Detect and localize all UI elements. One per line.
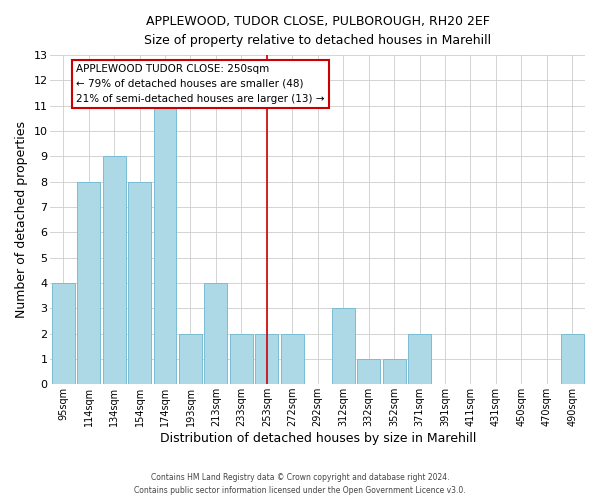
Bar: [357, 359, 380, 384]
Text: APPLEWOOD TUDOR CLOSE: 250sqm
← 79% of detached houses are smaller (48)
21% of s: APPLEWOOD TUDOR CLOSE: 250sqm ← 79% of d…: [76, 64, 325, 104]
Y-axis label: Number of detached properties: Number of detached properties: [15, 121, 28, 318]
Title: APPLEWOOD, TUDOR CLOSE, PULBOROUGH, RH20 2EF
Size of property relative to detach: APPLEWOOD, TUDOR CLOSE, PULBOROUGH, RH20…: [144, 15, 491, 47]
Bar: [230, 334, 253, 384]
Bar: [154, 106, 176, 384]
Bar: [281, 334, 304, 384]
Bar: [52, 283, 74, 384]
Bar: [103, 156, 125, 384]
Bar: [256, 334, 278, 384]
Bar: [128, 182, 151, 384]
X-axis label: Distribution of detached houses by size in Marehill: Distribution of detached houses by size …: [160, 432, 476, 445]
Bar: [205, 283, 227, 384]
Bar: [408, 334, 431, 384]
Text: Contains HM Land Registry data © Crown copyright and database right 2024.
Contai: Contains HM Land Registry data © Crown c…: [134, 474, 466, 495]
Bar: [179, 334, 202, 384]
Bar: [332, 308, 355, 384]
Bar: [561, 334, 584, 384]
Bar: [77, 182, 100, 384]
Bar: [383, 359, 406, 384]
